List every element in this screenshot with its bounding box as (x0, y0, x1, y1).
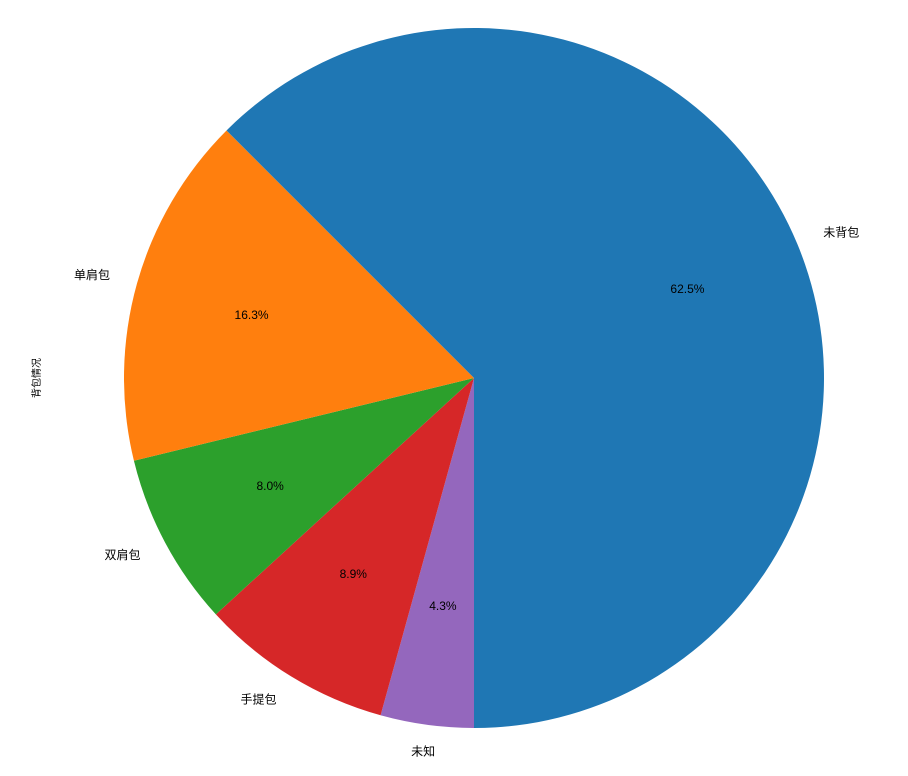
slice-percent-label: 8.9% (340, 567, 368, 581)
slice-percent-label: 4.3% (429, 599, 457, 613)
y-axis-title: 背包情况 (30, 358, 43, 398)
slice-category-label: 双肩包 (104, 547, 140, 562)
slice-category-label: 单肩包 (74, 267, 110, 282)
slice-percent-label: 62.5% (670, 282, 704, 296)
slice-percent-label: 8.0% (257, 479, 285, 493)
slice-category-label: 未背包 (823, 226, 859, 240)
pie-chart: 4.3% 未知 8.9% 手提包 8.0% 双肩包 16.3% 单肩包 62.5% 未背包背包情况 (0, 0, 908, 776)
slice-category-label: 未知 (411, 745, 435, 759)
slice-percent-label: 16.3% (235, 308, 269, 322)
slice-category-label: 手提包 (240, 691, 276, 706)
